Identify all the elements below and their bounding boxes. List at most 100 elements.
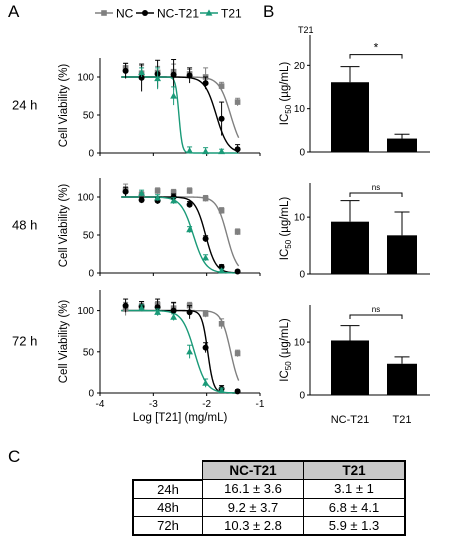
- data-point-nc: [234, 99, 241, 105]
- y-tick-label: 10: [294, 338, 306, 349]
- y-tick-label: 10: [294, 104, 306, 115]
- table-corner-cell: [133, 461, 203, 480]
- table-cell: 10.3 ± 2.8: [202, 515, 304, 536]
- significance-bracket: [349, 54, 403, 59]
- y-tick-label: 0: [88, 269, 94, 280]
- data-point-nc: [234, 350, 241, 357]
- x-tick-label: -4: [96, 399, 105, 410]
- x-tick-label: -3: [149, 399, 158, 410]
- legend-label: NC: [116, 7, 134, 21]
- data-point-nc-t21: [170, 307, 177, 314]
- data-point-t21: [202, 254, 209, 261]
- table-header-row: NC-T21 T21: [133, 460, 406, 480]
- y-axis-label: IC50 (µg/mL): [279, 318, 293, 382]
- data-point-t21: [138, 189, 145, 196]
- y-axis-label: Cell Viability (%): [58, 64, 70, 148]
- dose-response-panel: 0 50 100 -4 -3 -2 -1 Cell Viability (%) 72 h Log …: [12, 290, 265, 424]
- bar-t21: [387, 235, 417, 274]
- data-point-nc-t21: [186, 72, 193, 79]
- legend-marker: [205, 9, 213, 16]
- data-point-nc-t21: [186, 201, 193, 208]
- y-tick-label: 100: [77, 73, 94, 84]
- table-cell: 6.8 ± 4.1: [303, 497, 406, 517]
- data-point-nc-t21: [234, 388, 241, 395]
- row-time-label: 24 h: [12, 98, 37, 113]
- table-row: 48h 9.2 ± 3.7 6.8 ± 4.1: [132, 497, 406, 517]
- y-tick-label: 0: [88, 149, 94, 160]
- data-point-nc-t21: [202, 235, 209, 242]
- significance-bracket: [349, 192, 403, 197]
- data-point-t21: [154, 74, 161, 82]
- y-axis-label: IC50 (µg/mL): [279, 62, 293, 126]
- significance-label: *: [374, 41, 379, 55]
- x-tick-label: -1: [256, 399, 265, 410]
- table-header-nc-t21: NC-T21: [202, 460, 304, 480]
- panel-label-c: C: [8, 447, 21, 466]
- dose-response-panels: 0 50 100 Cell Viability (%) 24 h 0 50 100 Cell V…: [12, 58, 265, 424]
- legend-label: T21: [221, 7, 242, 21]
- panel-label-a: A: [8, 2, 20, 21]
- bar-t21: [387, 138, 417, 152]
- y-axis-label: Cell Viability (%): [58, 184, 70, 268]
- y-axis-label: IC50 (µg/mL): [279, 197, 293, 261]
- significance-label: ns: [372, 183, 380, 192]
- table-cell: 16.1 ± 3.6: [202, 479, 304, 499]
- data-point-nc-t21: [202, 344, 209, 351]
- category-label: NC-T21: [331, 414, 370, 426]
- data-point-nc-t21: [138, 74, 145, 81]
- data-point-t21: [138, 68, 145, 76]
- data-point-nc: [154, 188, 161, 194]
- data-point-t21: [170, 313, 177, 320]
- bar-nc-t21: [331, 82, 369, 152]
- data-point-t21: [186, 348, 193, 355]
- data-point-nc-t21: [122, 188, 129, 195]
- row-time-label: 48 h: [12, 218, 37, 233]
- dose-response-panel: 0 50 100 Cell Viability (%) 48 h: [12, 178, 261, 280]
- bar-nc-t21: [331, 340, 369, 395]
- y-tick-label: 10: [294, 213, 306, 224]
- data-point-nc-t21: [122, 67, 129, 74]
- legend-marker: [142, 10, 148, 16]
- table-cell: 5.9 ± 1.3: [303, 515, 406, 536]
- data-point-nc: [234, 229, 241, 235]
- data-point-nc-t21: [218, 115, 225, 122]
- data-point-nc-t21: [202, 80, 209, 87]
- y-tick-label: 20: [294, 61, 306, 72]
- x-axis-label: Log [T21] (mg/mL): [133, 412, 228, 424]
- y-tick-label: 0: [299, 270, 305, 281]
- y-tick-label: 0: [299, 148, 305, 159]
- data-point-nc: [186, 188, 193, 194]
- data-point-t21: [218, 386, 225, 394]
- data-point-nc-t21: [234, 268, 241, 275]
- data-point-t21: [170, 197, 177, 204]
- data-point-nc-t21: [170, 71, 177, 78]
- y-tick-label: 0: [299, 391, 305, 402]
- data-point-nc-t21: [170, 194, 177, 200]
- table-row: 72h 10.3 ± 2.8 5.9 ± 1.3: [132, 515, 406, 536]
- significance-label: ns: [372, 305, 380, 314]
- significance-bracket: [349, 314, 403, 319]
- y-tick-label: 50: [83, 347, 95, 358]
- data-point-nc-t21: [234, 146, 241, 153]
- y-tick-label: 100: [77, 306, 94, 317]
- data-point-nc: [170, 189, 177, 196]
- data-point-t21: [154, 194, 161, 201]
- data-point-t21: [186, 147, 193, 154]
- y-tick-label: 50: [83, 231, 95, 242]
- data-point-t21: [218, 267, 225, 274]
- data-point-nc: [218, 207, 225, 214]
- panel-title: T21: [298, 25, 314, 35]
- table-cell: 9.2 ± 3.7: [202, 497, 304, 517]
- data-point-nc-t21: [218, 263, 225, 270]
- data-point-t21: [202, 147, 209, 155]
- data-point-t21: [154, 308, 161, 315]
- data-point-t21: [186, 226, 193, 233]
- data-point-nc-t21: [122, 302, 129, 309]
- dose-response-panel: 0 50 100 Cell Viability (%) 24 h: [12, 58, 261, 160]
- legend-label: NC-T21: [157, 7, 199, 21]
- table-cell: 3.1 ± 1: [303, 479, 406, 499]
